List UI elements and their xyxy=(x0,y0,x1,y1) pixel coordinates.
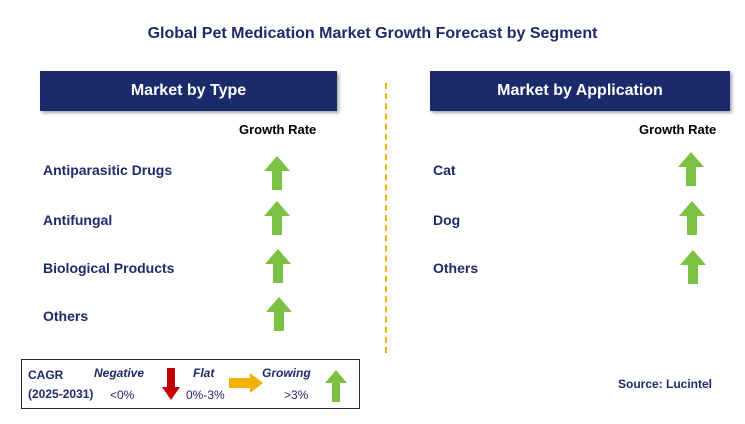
type-growth-rate-label: Growth Rate xyxy=(239,122,317,137)
cagr-legend: CAGR (2025-2031) Negative <0% Flat 0%-3%… xyxy=(21,359,360,409)
source-label: Source: Lucintel xyxy=(618,377,713,391)
flat-arrow-icon xyxy=(229,373,263,393)
growing-arrow-icon xyxy=(680,250,706,284)
application-row-label: Cat xyxy=(433,162,456,178)
market-by-application-header: Market by Application xyxy=(430,71,730,111)
type-row-label: Antiparasitic Drugs xyxy=(43,162,173,178)
legend-growing-label: Growing xyxy=(262,366,311,380)
market-by-type-header-label: Market by Type xyxy=(130,82,247,99)
growing-arrow-icon xyxy=(678,152,704,186)
growing-arrow-icon xyxy=(325,370,347,402)
growing-arrow-icon xyxy=(265,249,291,283)
legend-negative-label: Negative xyxy=(94,366,145,380)
legend-cagr-label: CAGR xyxy=(28,368,64,382)
growing-arrow-icon xyxy=(264,201,290,235)
application-row-label: Others xyxy=(433,260,479,276)
legend-growing-range: >3% xyxy=(284,388,309,402)
growing-arrow-icon xyxy=(266,297,292,331)
growing-arrow-icon xyxy=(264,156,290,190)
application-growth-rate-label: Growth Rate xyxy=(639,122,717,137)
market-by-application-header-label: Market by Application xyxy=(497,82,663,99)
panel-divider xyxy=(385,83,387,353)
legend-negative-range: <0% xyxy=(110,388,135,402)
legend-flat-range: 0%-3% xyxy=(186,388,225,402)
market-by-type-header: Market by Type xyxy=(40,71,337,111)
chart-title: Global Pet Medication Market Growth Fore… xyxy=(147,25,598,42)
growing-arrow-icon xyxy=(679,201,705,235)
legend-flat-label: Flat xyxy=(193,366,215,380)
type-row-label: Biological Products xyxy=(43,260,175,276)
legend-period: (2025-2031) xyxy=(28,387,94,401)
type-row-label: Others xyxy=(43,308,89,324)
negative-arrow-icon xyxy=(162,368,180,400)
type-row-label: Antifungal xyxy=(43,212,113,228)
application-row-label: Dog xyxy=(433,212,461,228)
